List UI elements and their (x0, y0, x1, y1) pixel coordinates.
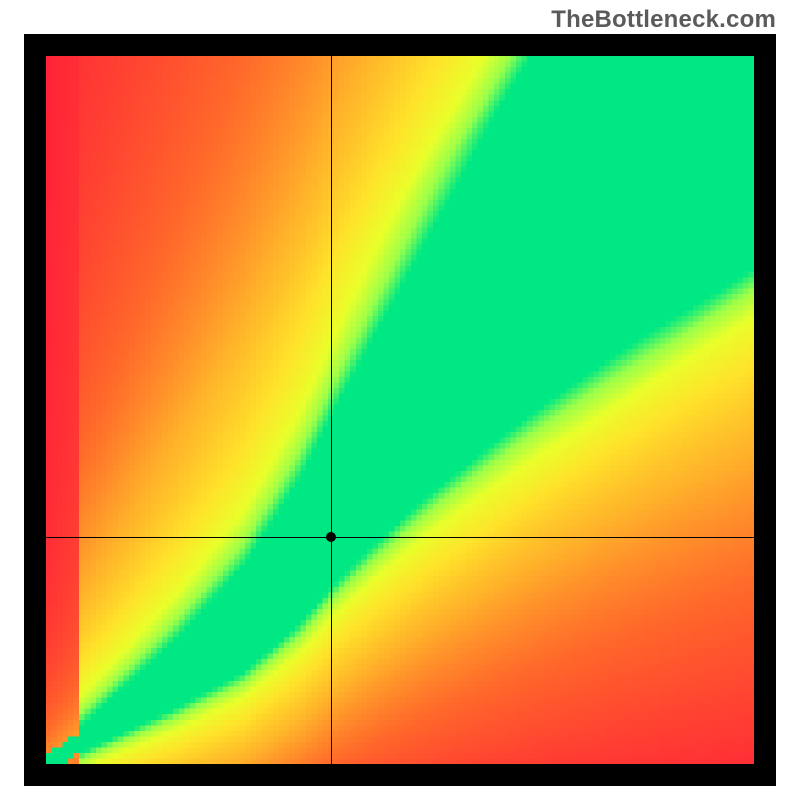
watermark-text: TheBottleneck.com (551, 6, 776, 34)
heatmap-plot (46, 56, 754, 764)
heatmap-canvas (46, 56, 754, 764)
